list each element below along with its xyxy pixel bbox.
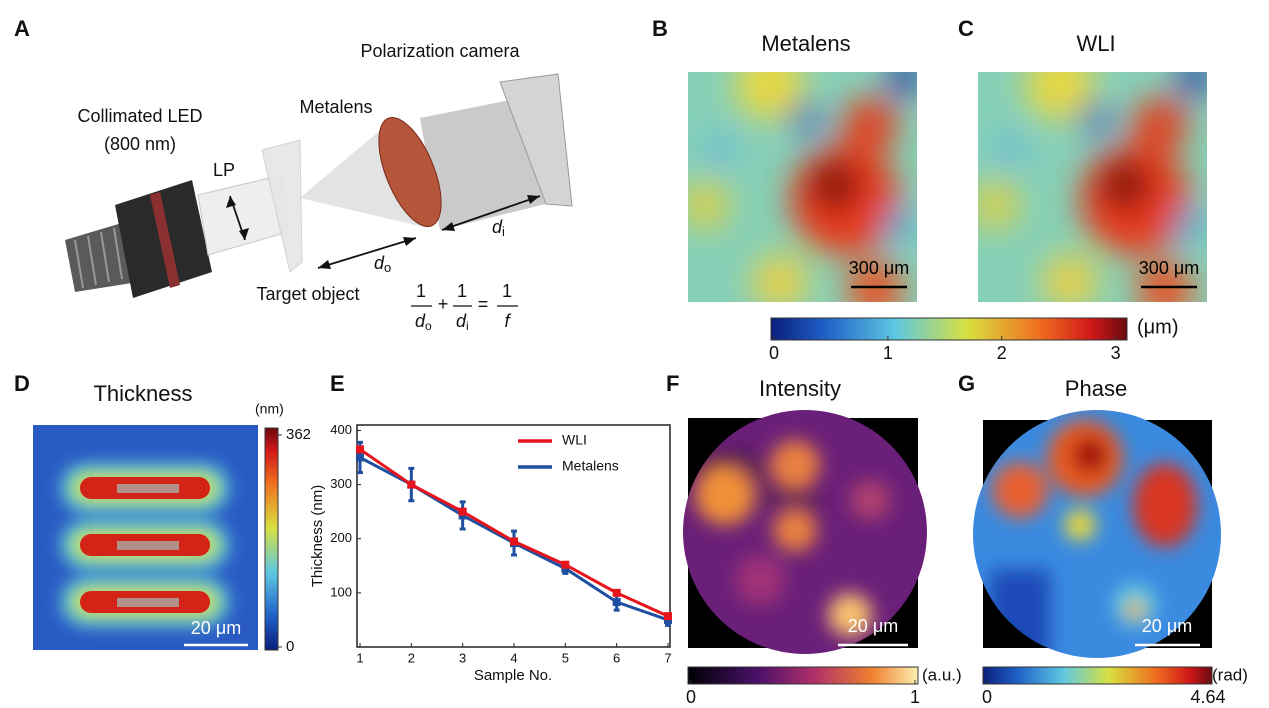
operator: + (438, 294, 449, 314)
y-tick-label: 100 (330, 584, 352, 599)
numerator: 1 (457, 281, 467, 301)
colorbar-unit: (a.u.) (922, 665, 962, 684)
colorbar (687, 666, 919, 685)
label: LP (213, 160, 235, 180)
colorbar-tick-label: 2 (997, 343, 1007, 363)
symbol: d (374, 253, 385, 273)
marker (561, 560, 570, 569)
subscript: o (384, 260, 391, 275)
panel-title: WLI (1076, 31, 1115, 56)
lens-equation: 1 do + 1 di = 1 f (411, 281, 518, 333)
symbol: d (456, 311, 467, 331)
x-tick-label: 7 (664, 650, 671, 665)
marker (458, 507, 467, 516)
symbol: d (492, 217, 503, 237)
y-tick-label: 400 (330, 422, 352, 437)
colorbar-tick-label: 1 (910, 687, 920, 707)
colorbar-unit: (rad) (1212, 665, 1248, 684)
panel-title: Thickness (93, 381, 192, 406)
panel-label: A (14, 16, 30, 41)
scale-bar-label: 20 μm (848, 616, 898, 636)
panel-title: Phase (1065, 376, 1127, 401)
subscript: i (466, 319, 469, 333)
colorbar-tick-label: 0 (286, 638, 294, 655)
colorbar-tick-label: 1 (883, 343, 893, 363)
marker (356, 445, 364, 454)
marker (356, 453, 364, 462)
y-axis-label: Thickness (nm) (309, 485, 326, 588)
label: Target object (256, 284, 359, 304)
colorbar-tick-label: 0 (769, 343, 779, 363)
x-tick-label: 3 (459, 650, 466, 665)
marker (664, 612, 672, 621)
colorbar-tick-label: 0 (686, 687, 696, 707)
height-map (688, 72, 917, 302)
legend-label: WLI (562, 432, 587, 448)
scale-bar-label: 20 μm (1142, 616, 1192, 636)
colorbar-unit: (μm) (1137, 316, 1179, 338)
marker (612, 598, 621, 607)
panel-label: G (958, 371, 975, 396)
subscript: i (502, 224, 505, 239)
symbol: d (415, 311, 426, 331)
panel-label: E (330, 371, 345, 396)
x-tick-label: 6 (613, 650, 620, 665)
x-tick-label: 1 (356, 650, 363, 665)
colorbar-tick-label: 0 (982, 687, 992, 707)
panel-label: C (958, 16, 974, 41)
legend (509, 429, 663, 483)
thickness-map (33, 425, 258, 650)
legend-label: Metalens (562, 458, 619, 474)
panel-title: Intensity (759, 376, 841, 401)
denominator: di (456, 311, 469, 333)
marker (612, 588, 621, 597)
colorbar-tick-label: 4.64 (1190, 687, 1225, 707)
colorbar (982, 666, 1213, 685)
label: Polarization camera (360, 41, 520, 61)
label: (800 nm) (104, 134, 176, 154)
x-axis-label: Sample No. (474, 667, 552, 684)
intensity-map (683, 410, 927, 654)
panel-label: D (14, 371, 30, 396)
panel-label: F (666, 371, 679, 396)
height-map (970, 50, 1213, 318)
scale-bar-label: 300 μm (1139, 258, 1199, 278)
marker (510, 537, 518, 546)
colorbar (770, 317, 1128, 341)
panel-label: B (652, 16, 668, 41)
colorbar-tick-label: 3 (1111, 343, 1121, 363)
y-tick-label: 300 (330, 476, 352, 491)
x-tick-label: 4 (510, 650, 517, 665)
label: Collimated LED (77, 106, 202, 126)
label: Metalens (299, 97, 372, 117)
distance-label: do (374, 253, 391, 276)
x-tick-label: 2 (408, 650, 415, 665)
colorbar-tick-label: 362 (286, 426, 311, 443)
scale-bar-label: 20 μm (191, 618, 241, 638)
colorbar (264, 427, 279, 651)
operator: = (478, 294, 489, 314)
y-tick-label: 200 (330, 530, 352, 545)
marker (407, 480, 416, 489)
x-tick-label: 5 (562, 650, 569, 665)
scale-bar-label: 300 μm (849, 258, 909, 278)
denominator: do (415, 311, 432, 333)
numerator: 1 (502, 281, 512, 301)
denominator: f (504, 311, 511, 331)
numerator: 1 (416, 281, 426, 301)
distance-label: di (492, 217, 505, 240)
setup-illustration (65, 73, 573, 298)
colorbar-unit: (nm) (255, 401, 284, 417)
panel-title: Metalens (761, 31, 850, 56)
subscript: o (425, 319, 432, 333)
